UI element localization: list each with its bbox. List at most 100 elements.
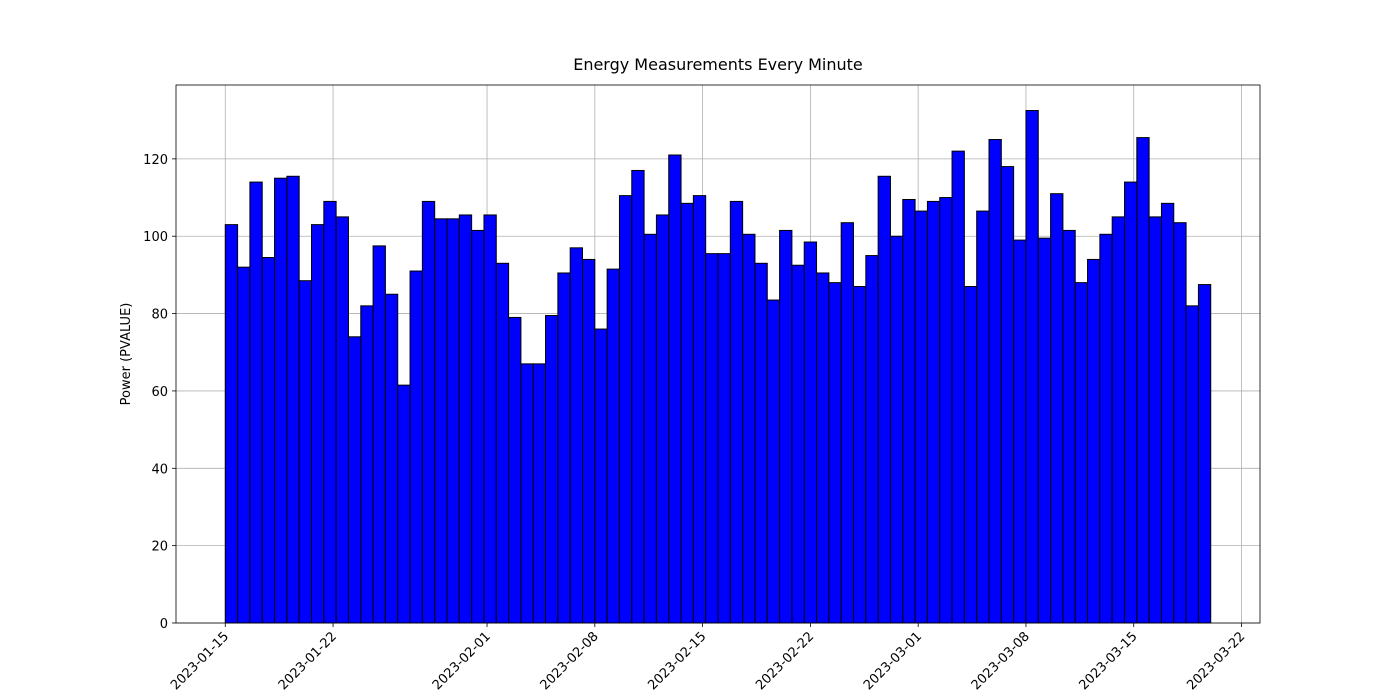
bar (434, 218, 448, 624)
bar (643, 233, 657, 624)
bar (840, 222, 855, 624)
bar (865, 255, 879, 624)
bar (224, 224, 239, 624)
y-tick-label: 80 (151, 308, 168, 323)
bar (1000, 166, 1015, 624)
bar (557, 272, 571, 624)
y-tick-label: 0 (160, 617, 168, 632)
bar (545, 315, 559, 624)
bar (495, 262, 510, 624)
bar (409, 270, 423, 624)
bar (1185, 305, 1199, 624)
bar (483, 214, 497, 624)
bar (520, 363, 534, 624)
plot-frame (175, 84, 1261, 624)
bar (1087, 258, 1101, 624)
bar (742, 233, 756, 624)
x-tick-label: 2023-02-15 (645, 629, 709, 693)
bar (914, 210, 928, 624)
bar (926, 200, 941, 624)
bar (323, 200, 337, 624)
bar (311, 224, 325, 624)
y-tick-label: 40 (151, 462, 168, 477)
bar (692, 195, 707, 624)
bar (1111, 216, 1125, 624)
bar (1173, 222, 1187, 624)
bar (939, 197, 953, 624)
bar (877, 175, 891, 624)
bar (1013, 239, 1027, 624)
bar (286, 175, 300, 624)
bar (606, 268, 620, 624)
bar (508, 316, 522, 624)
bar (347, 336, 362, 624)
bar (397, 384, 411, 624)
bar (963, 286, 978, 624)
bar (618, 195, 633, 624)
bar (384, 293, 399, 624)
bar (274, 177, 288, 624)
bar (237, 266, 251, 624)
bar (1025, 110, 1039, 624)
y-tick-label: 60 (151, 385, 168, 400)
bar (1197, 284, 1212, 624)
bar (889, 235, 904, 624)
bar (791, 264, 805, 624)
bar (717, 253, 731, 624)
x-tick-label: 2023-01-22 (276, 629, 340, 693)
bar (779, 229, 793, 624)
chart-title: Energy Measurements Every Minute (573, 55, 863, 74)
x-tick-label: 2023-02-08 (538, 629, 602, 693)
bar (1148, 216, 1162, 624)
bar (458, 214, 473, 624)
y-tick-label: 100 (143, 230, 168, 245)
bar (594, 328, 608, 624)
bar (446, 218, 460, 624)
x-tick-label: 2023-03-01 (861, 629, 925, 693)
bar (680, 202, 694, 624)
bar (828, 282, 842, 624)
bar (471, 229, 485, 624)
bar (766, 299, 781, 624)
x-tick-label: 2023-03-15 (1077, 629, 1141, 693)
bar (1124, 181, 1138, 624)
bar (421, 200, 436, 624)
bar (631, 169, 645, 624)
y-tick-label: 120 (143, 153, 168, 168)
bar (754, 262, 768, 624)
x-tick-label: 2023-01-15 (168, 629, 232, 693)
x-tick-label: 2023-03-08 (969, 629, 1033, 693)
bar (372, 245, 386, 624)
bar (532, 363, 547, 624)
bar (668, 154, 682, 624)
bar (298, 280, 313, 624)
bar (705, 253, 719, 624)
bar (655, 214, 670, 624)
bar (249, 181, 263, 624)
bar (1099, 233, 1113, 624)
y-axis-label: Power (PVALUE) (119, 303, 134, 406)
x-tick-label: 2023-02-22 (753, 629, 817, 693)
bar (569, 247, 584, 624)
bar (261, 257, 276, 624)
bar (902, 198, 916, 624)
bar (951, 150, 965, 624)
bar (1074, 282, 1089, 624)
bar (582, 258, 596, 624)
bar (1050, 193, 1064, 624)
bar (1062, 229, 1076, 624)
bar (335, 216, 349, 624)
bar (360, 305, 374, 624)
bar (976, 210, 990, 624)
x-tick-label: 2023-03-22 (1184, 629, 1248, 693)
bar (816, 272, 830, 624)
bar (803, 241, 818, 624)
bar (988, 139, 1002, 624)
bar (729, 200, 744, 624)
y-tick-label: 20 (151, 540, 168, 555)
bar (1037, 237, 1052, 624)
bar (1160, 202, 1175, 624)
x-tick-label: 2023-02-01 (430, 629, 494, 693)
bar (853, 286, 867, 624)
